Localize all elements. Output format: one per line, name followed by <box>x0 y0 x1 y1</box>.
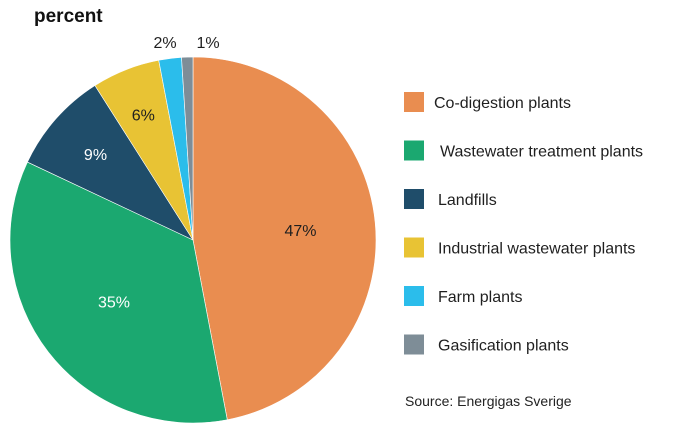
data-label-wastewater-treatment-plants: 35% <box>98 294 130 311</box>
pie-slices <box>9 56 377 424</box>
pie-slice-wastewater-treatment-plants <box>9 161 228 424</box>
pie-data-labels: 47% 35% 9% 6% 2% 1% <box>84 35 317 311</box>
data-label-farm-plants: 2% <box>153 35 176 52</box>
legend-swatch-farm-plants <box>404 286 424 306</box>
legend-label-farm-plants: Farm plants <box>438 289 522 306</box>
legend-label-landfills: Landfills <box>438 192 497 209</box>
data-label-landfills: 9% <box>84 147 107 164</box>
pie-slice-co-digestion-plants <box>192 56 377 421</box>
data-label-gasification-plants: 1% <box>196 35 219 52</box>
legend-swatch-co-digestion-plants <box>404 92 424 112</box>
legend-swatch-landfills <box>404 189 424 209</box>
legend-swatch-industrial-wastewater-plants <box>404 237 424 258</box>
legend-label-wastewater-treatment-plants: Wastewater treatment plants <box>440 144 643 161</box>
data-label-co-digestion-plants: 47% <box>285 223 317 240</box>
chart-title: percent <box>34 6 103 27</box>
data-label-industrial-wastewater-plants: 6% <box>132 107 155 124</box>
pie-slice-gasification-plants <box>181 56 194 241</box>
legend-label-co-digestion-plants: Co-digestion plants <box>434 95 571 112</box>
legend-swatch-wastewater-treatment-plants <box>404 140 424 161</box>
legend: Co-digestion plants Wastewater treatment … <box>404 92 643 355</box>
legend-label-gasification-plants: Gasification plants <box>438 338 569 355</box>
source-note: Source: Energigas Sverige <box>405 393 572 409</box>
legend-label-industrial-wastewater-plants: Industrial wastewater plants <box>438 241 635 258</box>
pie-slice-landfills <box>27 85 194 241</box>
legend-swatch-gasification-plants <box>404 334 424 355</box>
